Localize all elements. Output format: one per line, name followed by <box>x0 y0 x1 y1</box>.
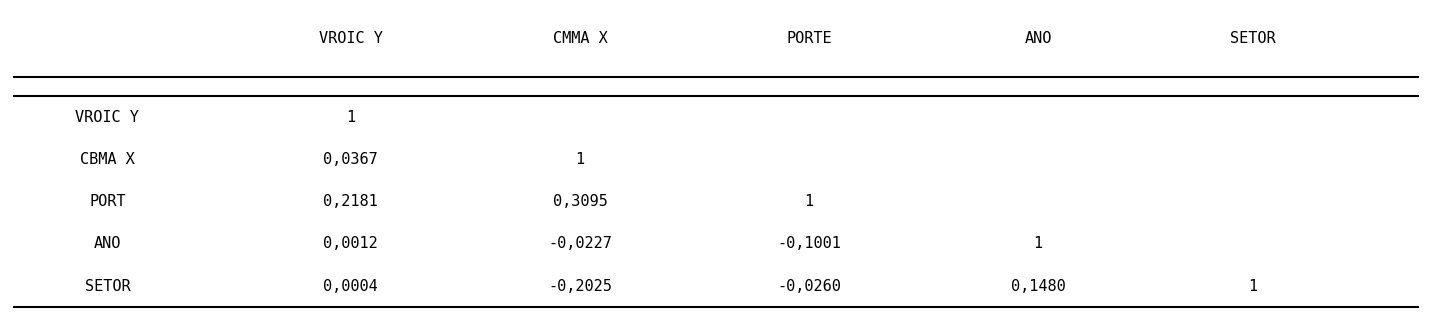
Text: 1: 1 <box>347 110 355 124</box>
Text: VROIC Y: VROIC Y <box>76 110 139 124</box>
Text: VROIC Y: VROIC Y <box>319 31 382 46</box>
Text: 0,2181: 0,2181 <box>324 194 378 209</box>
Text: ANO: ANO <box>1024 31 1053 46</box>
Text: 0,0004: 0,0004 <box>324 279 378 293</box>
Text: 0,1480: 0,1480 <box>1011 279 1065 293</box>
Text: 1: 1 <box>1034 236 1042 251</box>
Text: CBMA X: CBMA X <box>80 152 135 167</box>
Text: 0,3095: 0,3095 <box>553 194 607 209</box>
Text: 1: 1 <box>805 194 813 209</box>
Text: -0,2025: -0,2025 <box>548 279 611 293</box>
Text: PORTE: PORTE <box>786 31 832 46</box>
Text: -0,0227: -0,0227 <box>548 236 611 251</box>
Text: PORT: PORT <box>89 194 126 209</box>
Text: 1: 1 <box>1249 279 1257 293</box>
Text: SETOR: SETOR <box>84 279 130 293</box>
Text: ANO: ANO <box>93 236 122 251</box>
Text: 0,0367: 0,0367 <box>324 152 378 167</box>
Text: 0,0012: 0,0012 <box>324 236 378 251</box>
Text: -0,1001: -0,1001 <box>778 236 841 251</box>
Text: -0,0260: -0,0260 <box>778 279 841 293</box>
Text: 1: 1 <box>576 152 584 167</box>
Text: SETOR: SETOR <box>1230 31 1276 46</box>
Text: CMMA X: CMMA X <box>553 31 607 46</box>
